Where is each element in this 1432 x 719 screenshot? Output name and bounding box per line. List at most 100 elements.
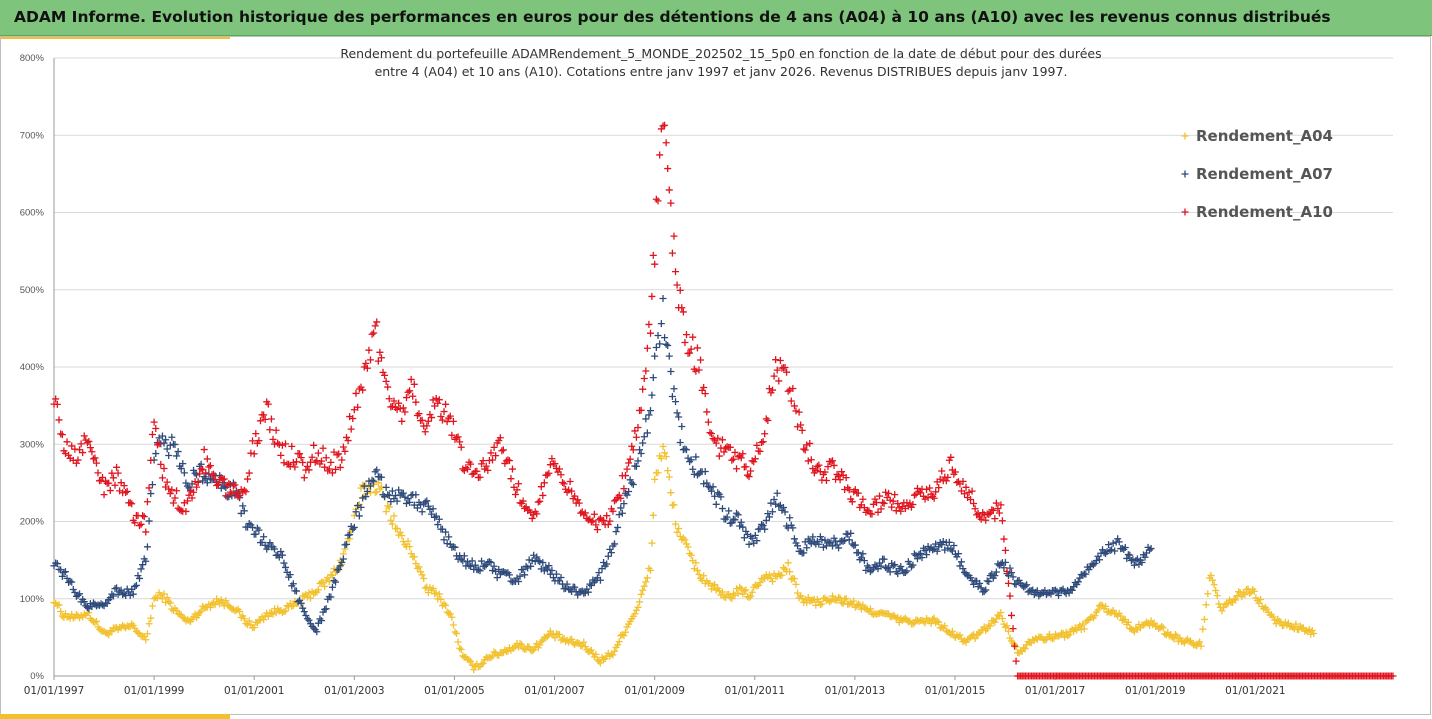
data-point (722, 444, 730, 452)
data-point (250, 623, 258, 631)
data-point (945, 538, 953, 546)
data-point (595, 657, 603, 665)
data-point (222, 492, 230, 500)
data-point (988, 506, 996, 514)
data-point (388, 487, 396, 495)
data-point (94, 469, 102, 477)
data-point (393, 524, 401, 532)
data-point (743, 471, 751, 479)
data-point (877, 562, 885, 570)
data-point (583, 585, 591, 593)
data-point (992, 568, 1000, 576)
data-point (906, 499, 914, 507)
data-point (103, 630, 111, 638)
data-point (770, 372, 778, 380)
data-point (667, 367, 675, 375)
data-point (58, 572, 66, 580)
data-point (1009, 639, 1017, 647)
data-point (53, 602, 61, 610)
data-point (305, 616, 313, 624)
data-point (367, 356, 374, 364)
data-point (478, 660, 486, 668)
data-point (640, 582, 648, 590)
data-point (551, 634, 559, 642)
data-point (639, 586, 647, 594)
data-point (670, 501, 678, 509)
data-point (536, 558, 544, 566)
data-point (74, 591, 82, 599)
data-point (399, 404, 407, 412)
data-point (249, 523, 257, 531)
data-point (659, 122, 667, 130)
data-point (603, 512, 611, 520)
data-point (231, 481, 239, 489)
data-point (962, 638, 970, 646)
data-point (904, 502, 912, 510)
data-point (322, 454, 330, 462)
data-point (327, 458, 335, 466)
data-point (1095, 556, 1103, 564)
data-point (487, 449, 495, 457)
data-point (654, 331, 662, 339)
data-point (786, 386, 794, 394)
data-point (467, 460, 475, 468)
data-point (122, 488, 130, 496)
data-point (620, 500, 628, 508)
data-point (150, 595, 158, 603)
data-point (80, 598, 88, 606)
data-point (481, 562, 489, 570)
data-point (1246, 590, 1254, 598)
data-point (1004, 579, 1012, 587)
data-point (456, 438, 464, 446)
data-point (1133, 555, 1141, 563)
data-point (128, 500, 136, 508)
data-point (449, 417, 457, 425)
data-point (935, 484, 943, 492)
data-point (701, 468, 709, 476)
data-point (489, 567, 497, 575)
data-point (412, 491, 420, 499)
series-Rendement_A04 (50, 443, 1318, 674)
data-point (180, 469, 188, 477)
data-point (313, 628, 321, 636)
data-point (614, 523, 622, 531)
data-point (686, 549, 694, 557)
data-point (708, 487, 716, 495)
data-point (418, 571, 426, 579)
data-point (131, 624, 139, 632)
data-point (321, 463, 329, 471)
y-tick-label: 300% (20, 439, 45, 450)
data-point (839, 600, 847, 608)
data-point (764, 510, 772, 518)
data-point (261, 415, 269, 423)
data-point (406, 543, 414, 551)
data-point (829, 592, 837, 600)
data-point (652, 195, 660, 203)
data-point (773, 489, 781, 497)
data-point (57, 608, 65, 616)
data-point (676, 286, 684, 294)
data-point (740, 534, 748, 542)
data-point (600, 559, 608, 567)
data-point (61, 568, 69, 576)
data-point (1065, 631, 1073, 639)
data-point (901, 614, 909, 622)
data-point (873, 499, 881, 507)
data-point (142, 636, 150, 644)
data-point (445, 533, 453, 541)
data-point (889, 562, 897, 570)
data-point (651, 260, 659, 268)
data-point (695, 366, 703, 374)
data-point (589, 517, 597, 525)
data-point (679, 534, 687, 542)
data-point (343, 540, 351, 548)
data-point (681, 338, 689, 346)
data-point (659, 443, 667, 451)
data-point (546, 570, 554, 578)
data-point (889, 611, 897, 619)
data-point (734, 589, 742, 597)
data-point (484, 466, 492, 474)
data-point (1109, 539, 1117, 547)
data-point (429, 505, 437, 513)
data-point (1036, 590, 1044, 598)
